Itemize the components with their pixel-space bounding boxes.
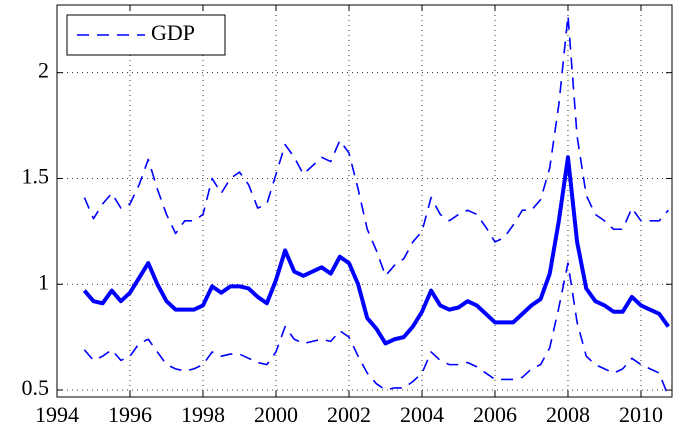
x-tick-label: 2008 [546, 402, 590, 427]
x-tick-label: 2004 [400, 402, 444, 427]
x-tick-label: 2006 [473, 402, 517, 427]
y-tick-label: 0.5 [22, 375, 50, 400]
series-line [83, 14, 669, 277]
series-line [83, 262, 670, 397]
y-tick-label: 2 [38, 58, 49, 83]
legend-label: GDP [151, 20, 195, 45]
y-tick-label: 1.5 [22, 164, 50, 189]
x-tick-label: 2010 [619, 402, 663, 427]
plot-area [57, 5, 672, 397]
x-tick-label: 1996 [108, 402, 152, 427]
series-line [82, 155, 670, 346]
x-tick-label: 1994 [35, 402, 79, 427]
x-tick-label: 2002 [327, 402, 371, 427]
y-tick-label: 1 [38, 269, 49, 294]
axes-frame [56, 4, 673, 398]
x-tick-label: 1998 [181, 402, 225, 427]
x-tick-label: 2000 [254, 402, 298, 427]
legend-box [66, 14, 226, 56]
